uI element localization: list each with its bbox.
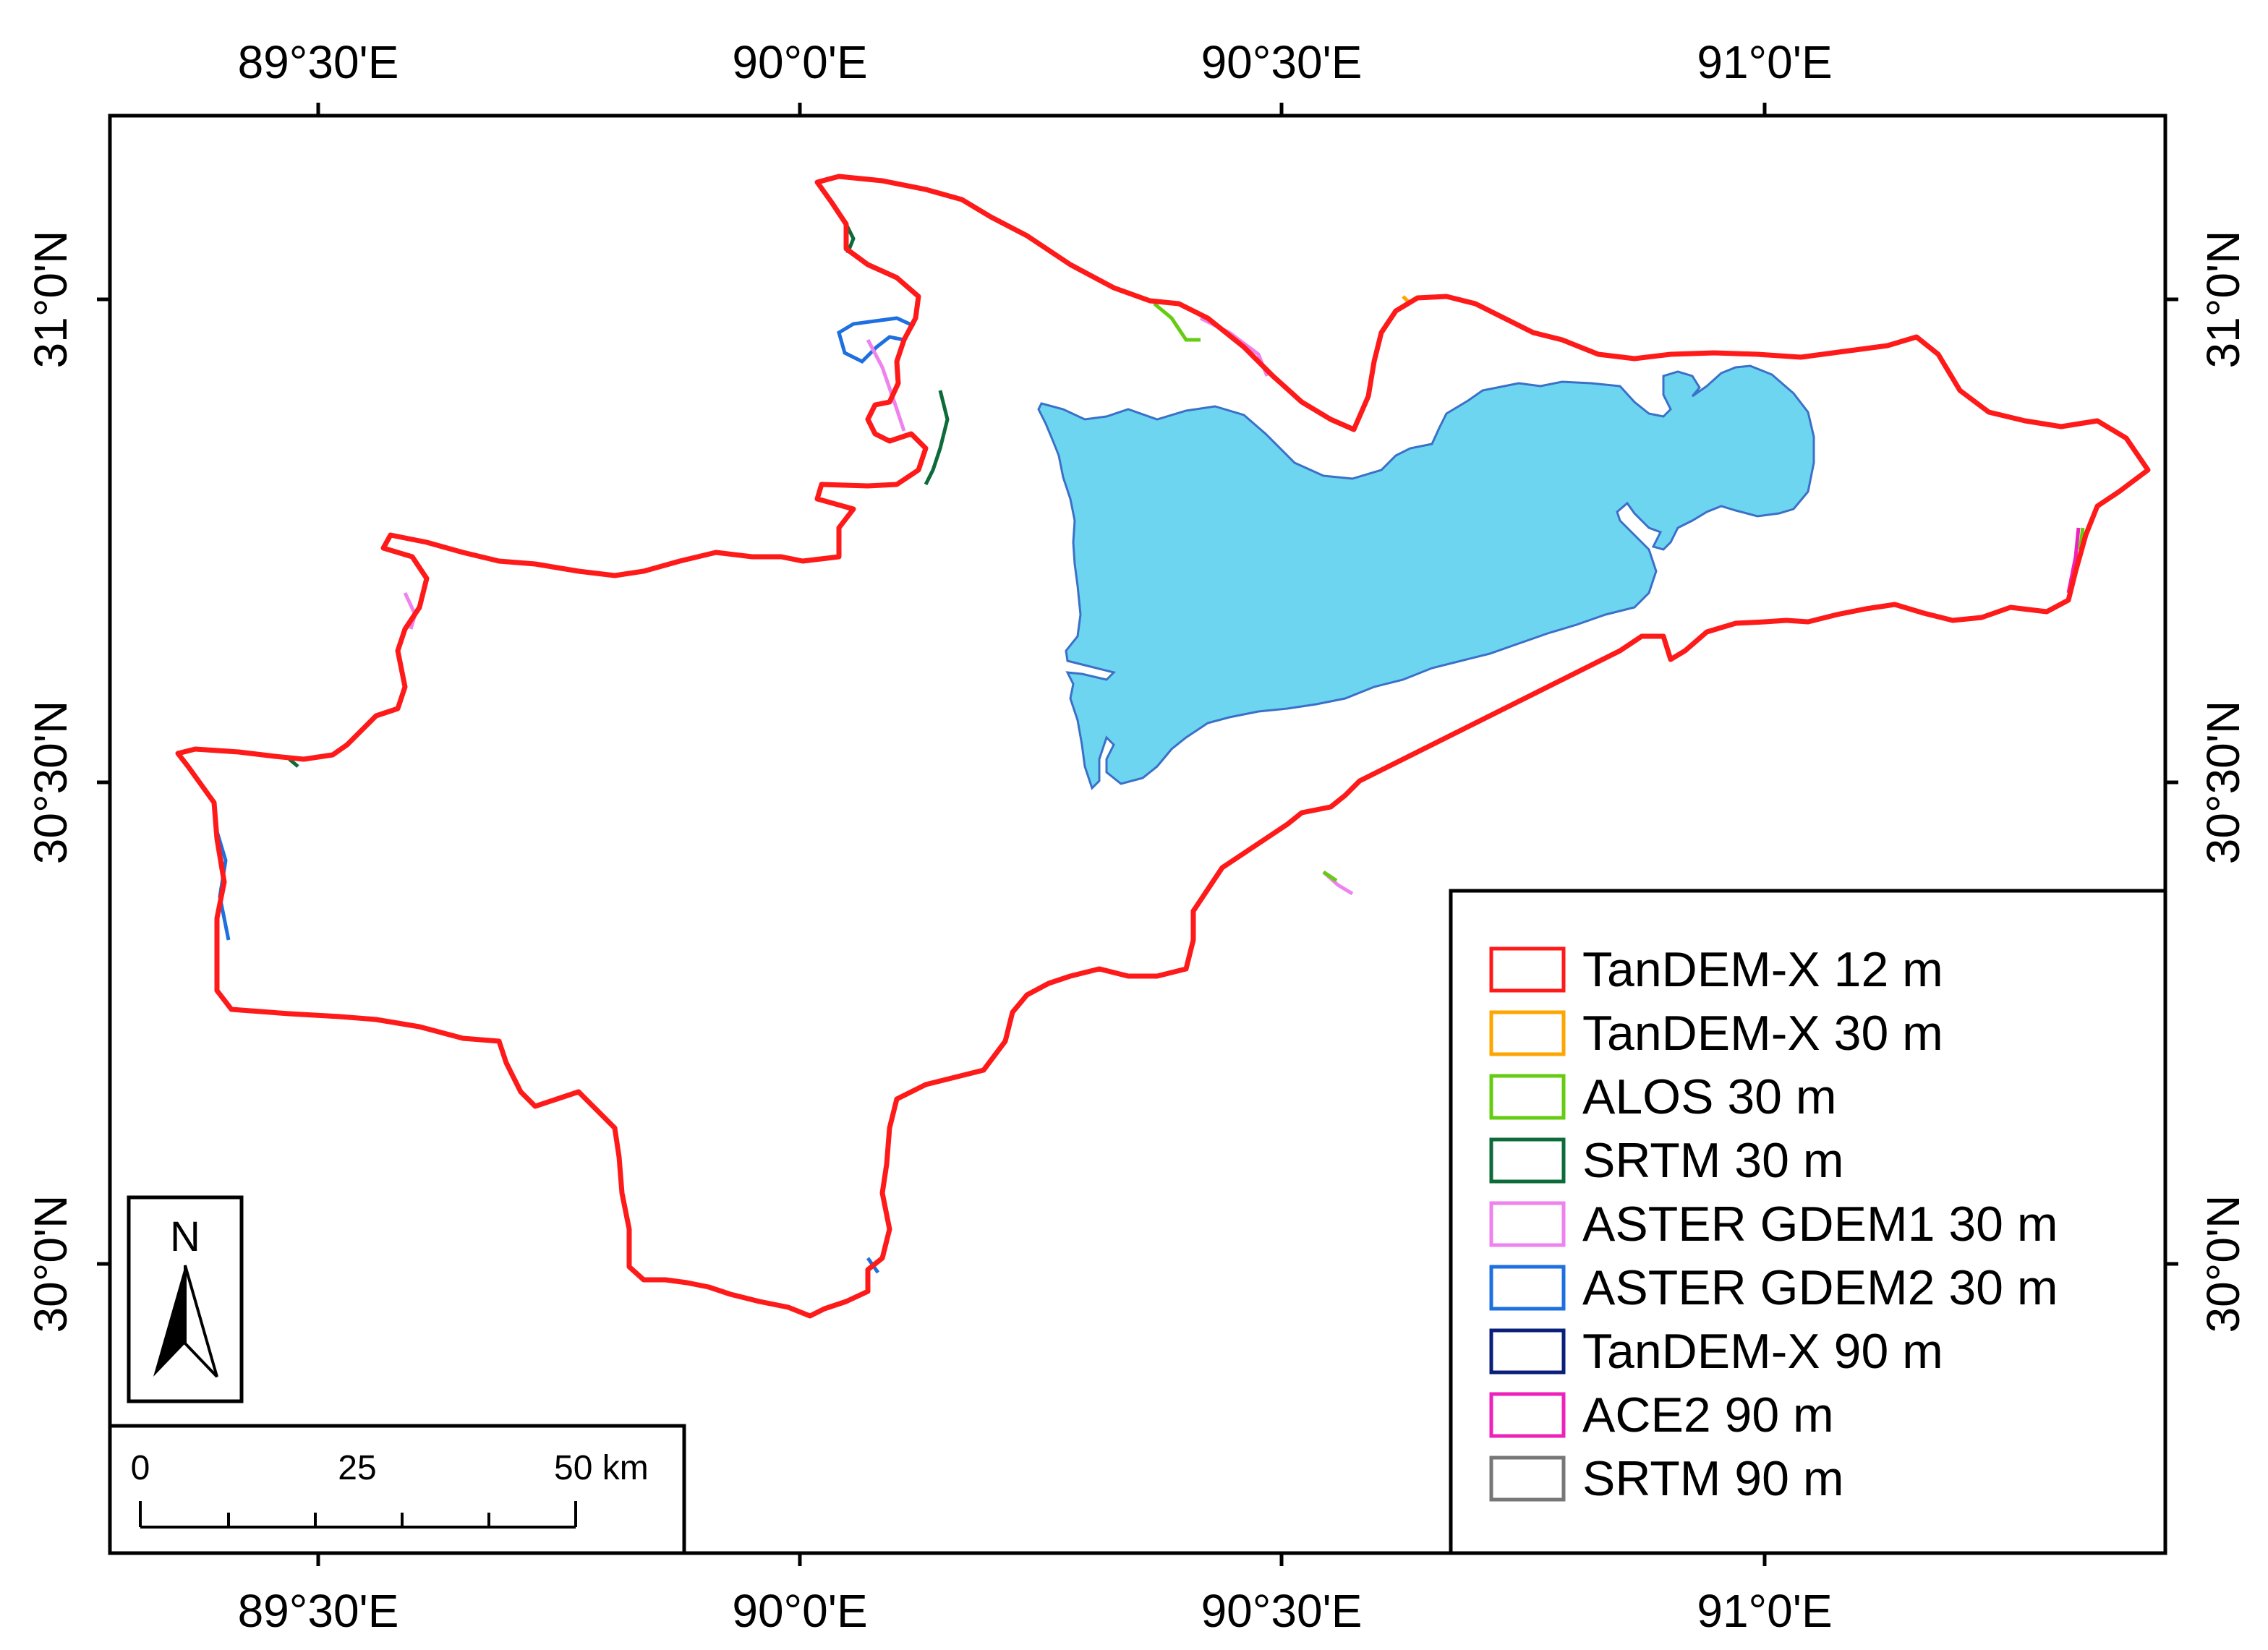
- legend-label: SRTM 90 m: [1582, 1451, 1843, 1506]
- legend-label: SRTM 30 m: [1582, 1133, 1843, 1188]
- left-lat-label: 30°0'N: [25, 1195, 77, 1333]
- legend-swatch: [1489, 1455, 1566, 1502]
- bottom-lon-label: 90°30'E: [1201, 1585, 1363, 1637]
- top-lon-label: 91°0'E: [1697, 36, 1832, 88]
- top-lon-label: 89°30'E: [238, 36, 399, 88]
- graticule-ticks: [97, 103, 2178, 1566]
- bottom-lon-label: 90°0'E: [732, 1585, 867, 1637]
- right-lat-label: 30°0'N: [2197, 1195, 2249, 1333]
- left-lat-label: 30°30'N: [25, 701, 77, 864]
- legend-label: TanDEM-X 12 m: [1582, 942, 1943, 997]
- top-lon-label: 90°0'E: [732, 36, 867, 88]
- legend-swatch: [1489, 1201, 1566, 1247]
- legend-swatch: [1489, 1074, 1566, 1120]
- scale-tick-label: 25: [338, 1449, 376, 1487]
- lake-polygon: [1037, 364, 1815, 790]
- legend-swatch: [1489, 1010, 1566, 1056]
- legend-swatch: [1489, 1137, 1566, 1184]
- right-lat-label: 31°0'N: [2197, 231, 2249, 369]
- legend-label: ACE2 90 m: [1582, 1388, 1834, 1442]
- scale-bar-box: [108, 1424, 686, 1555]
- scale-bar: [139, 1501, 577, 1529]
- left-lat-label: 31°0'N: [25, 231, 77, 369]
- legend-label: ASTER GDEM1 30 m: [1582, 1197, 2058, 1252]
- basin-boundary: [175, 174, 2151, 1319]
- scale-tick-label: 0: [131, 1449, 150, 1487]
- north-letter: N: [170, 1213, 200, 1260]
- legend-box: [1449, 889, 2167, 1555]
- right-lat-label: 30°30'N: [2197, 701, 2249, 864]
- legend-swatch: [1489, 946, 1566, 993]
- top-lon-label: 90°30'E: [1201, 36, 1363, 88]
- legend-swatch: [1489, 1392, 1566, 1438]
- legend-swatch: [1489, 1265, 1566, 1311]
- legend: TanDEM-X 12 m TanDEM-X 30 m ALOS 30 m SRTM …: [1489, 942, 2058, 1506]
- legend-label: TanDEM-X 90 m: [1582, 1324, 1943, 1379]
- legend-label: ALOS 30 m: [1582, 1069, 1837, 1124]
- legend-label: TanDEM-X 30 m: [1582, 1006, 1943, 1061]
- scale-tick-label: 50 km: [554, 1449, 649, 1487]
- bottom-lon-label: 89°30'E: [238, 1585, 399, 1637]
- legend-label: ASTER GDEM2 30 m: [1582, 1260, 2058, 1315]
- bottom-lon-label: 91°0'E: [1697, 1585, 1832, 1637]
- legend-swatch: [1489, 1328, 1566, 1375]
- north-arrow-icon: [153, 1265, 218, 1378]
